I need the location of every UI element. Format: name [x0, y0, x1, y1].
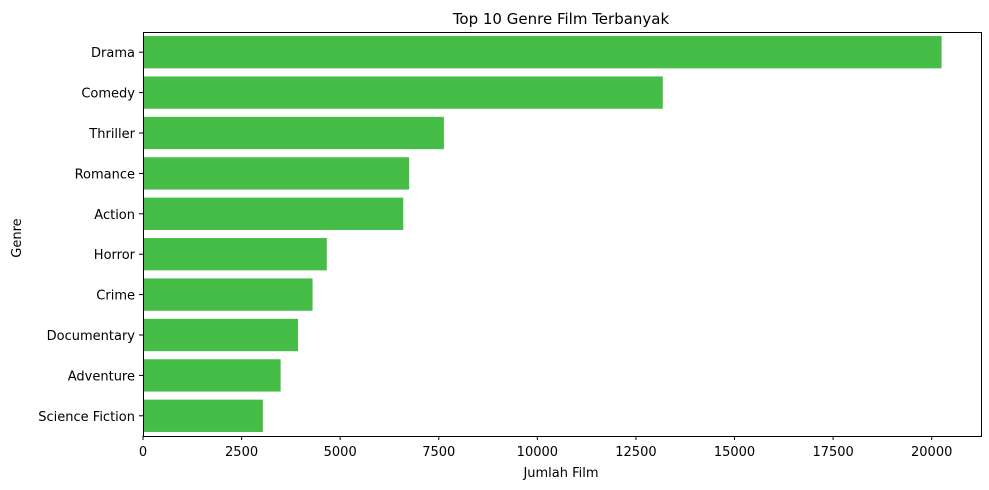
plot-frame	[143, 32, 982, 437]
x-axis-ticks: 0 2500 5000 7500 10000 12500 15000 17500 20000	[139, 436, 952, 460]
bar-thriller	[143, 116, 444, 150]
x-axis-label: Jumlah Film	[522, 466, 598, 481]
y-tick-label: Horror	[94, 248, 136, 263]
x-tick-label: 15000	[714, 445, 755, 460]
y-tick-label: Action	[94, 208, 135, 223]
y-tick-label: Drama	[91, 46, 135, 61]
y-tick-label: Science Fiction	[38, 410, 135, 425]
chart-title: Top 10 Genre Film Terbanyak	[452, 10, 670, 28]
bar-action	[143, 197, 404, 230]
x-tick-label: 12500	[615, 445, 656, 460]
y-tick-label: Romance	[75, 167, 135, 182]
y-tick-label: Thriller	[88, 127, 135, 142]
bar-drama	[143, 36, 942, 69]
x-tick-label: 5000	[324, 445, 357, 460]
y-tick-label: Crime	[96, 289, 135, 304]
x-tick-label: 17500	[812, 445, 853, 460]
bar-romance	[143, 157, 410, 190]
bar-adventure	[143, 359, 281, 392]
y-tick-label: Comedy	[81, 87, 135, 102]
x-tick-label: 10000	[517, 445, 558, 460]
x-tick-label: 20000	[911, 445, 952, 460]
y-tick-label: Documentary	[47, 329, 136, 344]
x-tick-label: 2500	[225, 445, 258, 460]
bar-comedy	[143, 76, 663, 109]
y-axis-ticks: Drama Comedy Thriller Romance Action Horror Cr…	[38, 46, 143, 425]
y-tick-label: Adventure	[68, 369, 135, 384]
bar-horror	[143, 238, 327, 271]
x-tick-label: 0	[139, 445, 147, 460]
y-axis-label: Genre	[10, 218, 25, 257]
bar-science-fiction	[143, 399, 263, 432]
x-tick-label: 7500	[422, 445, 455, 460]
bars-group	[143, 36, 942, 432]
bar-documentary	[143, 318, 298, 352]
bar-crime	[143, 278, 313, 311]
